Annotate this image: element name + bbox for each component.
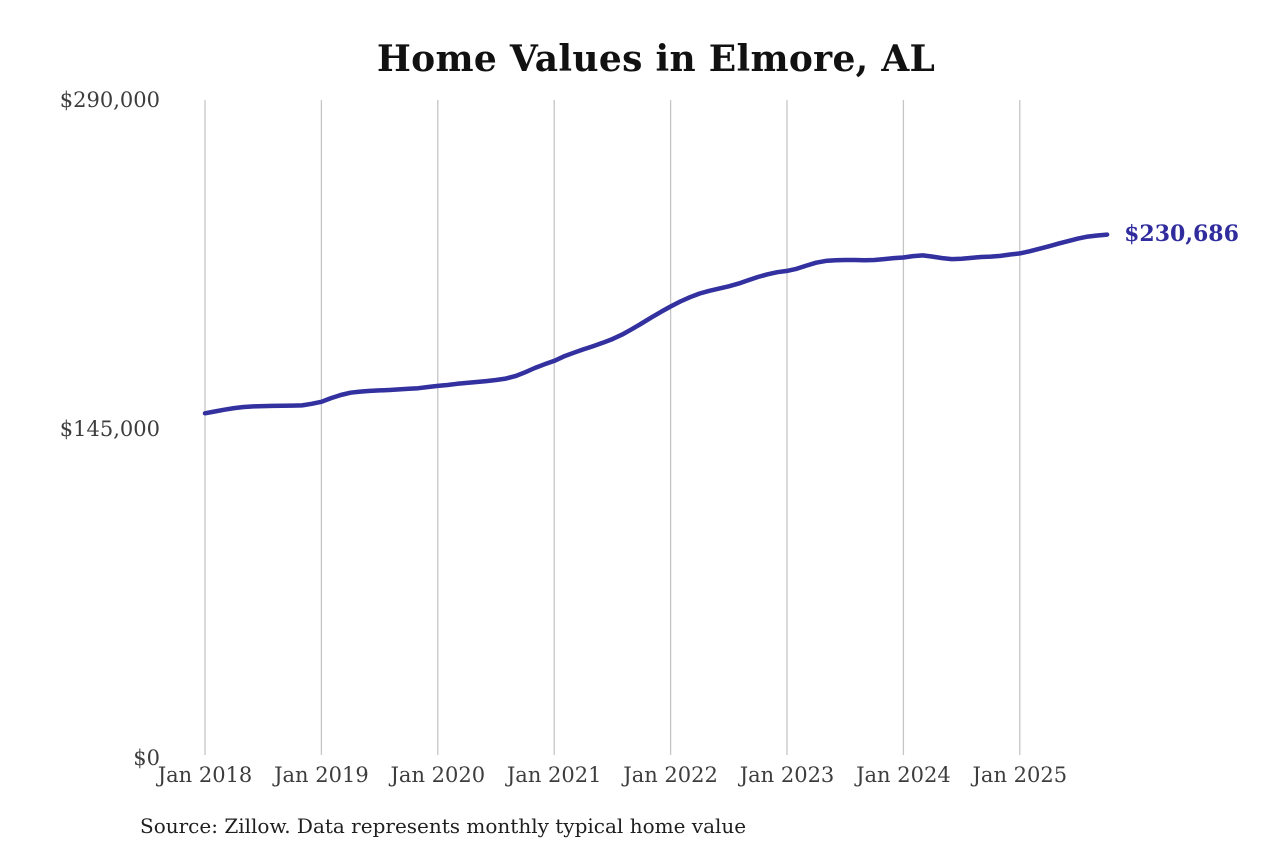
x-tick-label: Jan 2022 <box>623 763 718 787</box>
x-tick-label: Jan 2021 <box>506 763 602 787</box>
home-value-line-series <box>202 232 1110 416</box>
gridlines-group <box>204 100 1021 755</box>
chart-title: Home Values in Elmore, AL <box>376 38 936 80</box>
x-tick-label: Jan 2025 <box>972 763 1068 787</box>
x-tick-label: Jan 2019 <box>274 763 369 787</box>
y-tick-label: $145,000 <box>59 417 160 441</box>
source-note: Source: Zillow. Data represents monthly … <box>140 814 747 838</box>
y-tick-label: $0 <box>133 746 160 770</box>
x-tick-label: Jan 2024 <box>856 763 951 787</box>
x-tick-label: Jan 2018 <box>157 763 253 787</box>
x-tick-label: Jan 2023 <box>739 763 835 787</box>
x-tick-label: Jan 2020 <box>390 763 486 787</box>
latest-value-label: $230,686 <box>1124 220 1239 247</box>
y-tick-label: $290,000 <box>59 88 160 112</box>
